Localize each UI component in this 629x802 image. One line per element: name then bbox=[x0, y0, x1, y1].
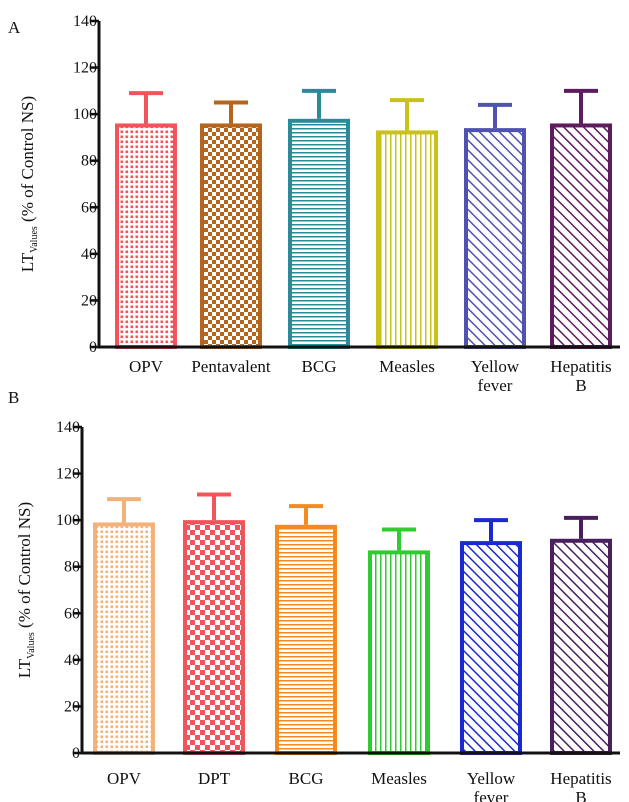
bar bbox=[275, 524, 337, 755]
bar bbox=[93, 522, 155, 755]
x-tick-label: Measles bbox=[379, 357, 435, 376]
y-axis-label: LTValues (% of Control NS) bbox=[15, 502, 37, 678]
panel-letter: A bbox=[8, 18, 21, 37]
bar bbox=[464, 128, 526, 349]
bar bbox=[200, 123, 262, 350]
x-tick-label: Yellow bbox=[471, 357, 520, 376]
y-tick-label: 120 bbox=[56, 466, 80, 483]
y-tick-label: 40 bbox=[64, 652, 80, 669]
panel-letter: B bbox=[8, 388, 19, 407]
y-tick-label: 120 bbox=[73, 60, 97, 77]
x-tick-label: Hepatitis bbox=[550, 769, 611, 788]
bar bbox=[550, 538, 612, 755]
x-tick-label: B bbox=[575, 376, 586, 395]
x-tick-label: OPV bbox=[129, 357, 164, 376]
bar bbox=[368, 550, 430, 756]
x-tick-label: B bbox=[575, 788, 586, 802]
panel-a: A LTValues (% of Control NS) OPV Pentavalen… bbox=[8, 13, 620, 395]
x-tick-label: fever bbox=[474, 788, 509, 802]
x-tick-label: BCG bbox=[302, 357, 337, 376]
y-axis-label: LTValues (% of Control NS) bbox=[18, 96, 40, 272]
bar bbox=[460, 541, 522, 755]
bar bbox=[183, 520, 245, 756]
x-tick-label: DPT bbox=[198, 769, 231, 788]
y-tick-label: 100 bbox=[73, 106, 97, 123]
x-tick-label: Pentavalent bbox=[191, 357, 271, 376]
y-tick-label: 60 bbox=[81, 199, 97, 216]
bar bbox=[376, 130, 438, 349]
y-tick-label: 0 bbox=[72, 745, 80, 762]
y-tick-label: 20 bbox=[81, 292, 97, 309]
bar bbox=[115, 123, 177, 350]
panel-b: B LTValues (% of Control NS) OPV DPT BCG Meas… bbox=[8, 388, 620, 802]
x-tick-label: Measles bbox=[371, 769, 427, 788]
x-tick-label: OPV bbox=[107, 769, 142, 788]
y-tick-label: 100 bbox=[56, 512, 80, 529]
x-tick-label: Hepatitis bbox=[550, 357, 611, 376]
x-tick-label: BCG bbox=[289, 769, 324, 788]
y-tick-label: 20 bbox=[64, 698, 80, 715]
x-tick-label: Yellow bbox=[467, 769, 516, 788]
y-tick-label: 0 bbox=[89, 339, 97, 356]
y-tick-label: 60 bbox=[64, 605, 80, 622]
x-tick-label: fever bbox=[478, 376, 513, 395]
y-tick-label: 140 bbox=[56, 419, 80, 436]
y-tick-label: 80 bbox=[64, 559, 80, 576]
y-tick-label: 140 bbox=[73, 13, 97, 30]
y-tick-label: 80 bbox=[81, 153, 97, 170]
y-tick-label: 40 bbox=[81, 246, 97, 263]
bar bbox=[550, 123, 612, 350]
bar bbox=[288, 118, 350, 349]
